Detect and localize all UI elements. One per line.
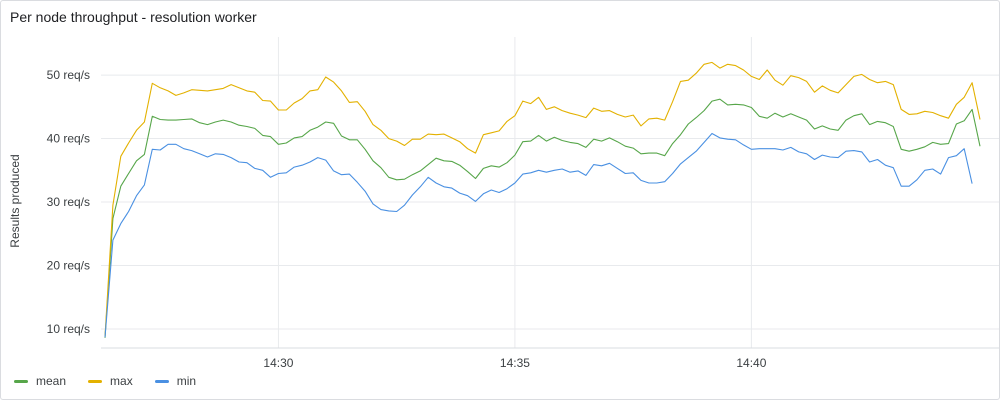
series-line-max xyxy=(104,61,981,337)
legend-swatch-mean xyxy=(14,379,28,383)
x-axis: 14:30 14:35 14:40 xyxy=(101,347,999,370)
legend: mean max min xyxy=(14,374,196,388)
legend-swatch-min xyxy=(154,379,169,383)
legend-label-mean: mean xyxy=(36,374,67,388)
grid-lines xyxy=(101,37,999,348)
legend-label-max: max xyxy=(110,374,133,388)
y-tick-label: 50 req/s xyxy=(47,68,90,82)
series-line-mean xyxy=(104,98,981,338)
x-tick-label: 14:40 xyxy=(736,356,766,370)
series-line-min xyxy=(104,132,973,338)
y-axis: 10 req/s 20 req/s 30 req/s 40 req/s 50 req/s xyxy=(47,68,90,336)
x-tick-label: 14:30 xyxy=(263,356,293,370)
y-tick-label: 10 req/s xyxy=(47,322,90,336)
legend-swatch-max xyxy=(88,379,103,383)
legend-label-min: min xyxy=(176,374,197,388)
y-tick-label: 30 req/s xyxy=(47,195,90,209)
legend-item-min[interactable]: min xyxy=(154,374,197,388)
series-lines xyxy=(104,61,981,338)
x-tick-label: 14:35 xyxy=(500,356,530,370)
y-axis-label: Results produced xyxy=(8,154,22,247)
panel-title: Per node throughput - resolution worker xyxy=(10,9,257,25)
legend-item-max[interactable]: max xyxy=(88,374,133,388)
y-tick-label: 40 req/s xyxy=(47,132,90,146)
y-tick-label: 20 req/s xyxy=(47,258,90,272)
legend-item-mean[interactable]: mean xyxy=(14,374,66,388)
